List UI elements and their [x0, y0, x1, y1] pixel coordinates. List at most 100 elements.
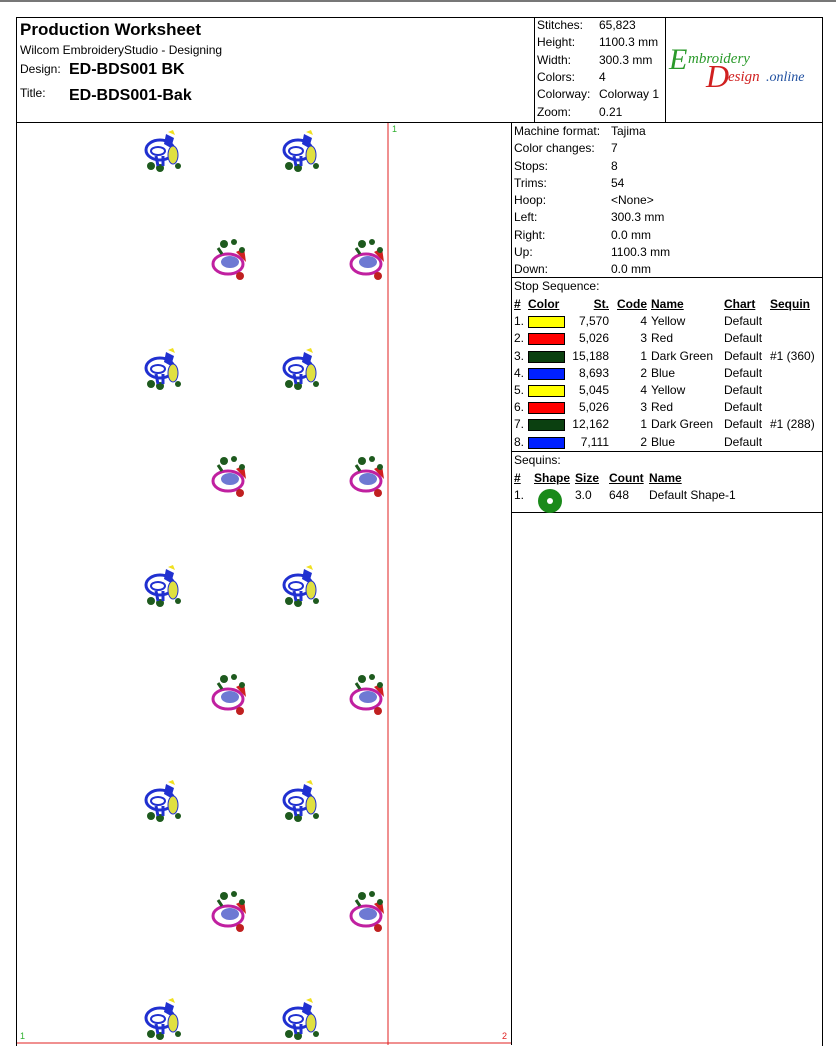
sequin-hole — [547, 498, 553, 505]
svg-text:esign: esign — [728, 69, 760, 85]
stat-label: Colors: — [537, 69, 576, 84]
column-header-st: St. — [593, 297, 609, 312]
stat-row: Colorway: Colorway 1 — [537, 87, 659, 102]
stat-value: 65,823 — [599, 18, 636, 32]
stitch-count: 12,162 — [572, 417, 609, 432]
color-swatch — [528, 367, 565, 380]
machine-row: Machine format: Tajima — [512, 123, 822, 140]
stat-value: 1100.3 mm — [599, 35, 659, 50]
color-code: 1 — [640, 417, 647, 432]
column-header-color: Color — [528, 297, 560, 312]
color-code: 3 — [640, 331, 647, 346]
svg-text:.online: .online — [766, 70, 805, 85]
end-marker: 2 — [502, 1031, 507, 1041]
sequin-header-num: # — [514, 471, 521, 486]
design-label: Design: — [20, 62, 61, 76]
machine-value: 0.0 mm — [611, 227, 652, 242]
stitch-count: 15,188 — [572, 348, 609, 363]
color-code: 3 — [640, 400, 647, 415]
machine-value: 0.0 mm — [611, 262, 652, 277]
stop-sequence-section: Stop Sequence: # Color St. Code Name Chart Seq… — [512, 278, 822, 452]
embroidery-motif — [211, 672, 248, 717]
color-swatch — [528, 402, 565, 415]
stat-label: Height: — [537, 35, 576, 50]
color-code: 2 — [640, 365, 647, 380]
machine-row: Stops: 8 — [512, 158, 822, 175]
machine-value: 8 — [611, 158, 618, 173]
machine-label: Right: — [514, 227, 546, 242]
stat-row: Width: 300.3 mm — [537, 52, 652, 67]
machine-label: Stops: — [514, 158, 549, 173]
stat-label: Colorway: — [537, 87, 591, 102]
embroidery-motif — [211, 454, 248, 499]
stat-row: Zoom: 0.21 — [537, 104, 622, 119]
chart-name: Default — [724, 365, 763, 380]
sequin-count: 648 — [609, 488, 630, 503]
stat-row: Stitches: 65,823 — [537, 18, 636, 32]
machine-row: Trims: 54 — [512, 175, 822, 192]
stitch-count: 8,693 — [578, 365, 609, 380]
stat-row: Colors: 4 — [537, 69, 606, 84]
embroidery-motif — [144, 346, 183, 392]
machine-label: Hoop: — [514, 193, 547, 208]
header-info: Production Worksheet Wilcom EmbroiderySt… — [16, 17, 535, 122]
color-swatch — [528, 385, 565, 398]
sequin-info: #1 (360) — [770, 348, 815, 363]
embroidery-motif — [144, 996, 183, 1042]
start-marker: 1 — [392, 124, 397, 134]
embroidery-motif — [211, 889, 248, 934]
machine-label: Left: — [514, 210, 538, 225]
machine-row: Color changes: 7 — [512, 140, 822, 157]
embroidery-motif — [144, 778, 183, 824]
stitch-count: 7,111 — [580, 434, 609, 449]
design-value: ED-BDS001 BK — [69, 61, 185, 78]
design-canvas: 1 1 2 — [17, 123, 511, 1045]
embroidery-motif — [349, 672, 386, 717]
stop-number: 8. — [514, 434, 525, 449]
machine-value: 1100.3 mm — [611, 245, 671, 260]
machine-row: Right: 0.0 mm — [512, 227, 822, 244]
sequins-section: Sequins: # Shape Size Count Name 1. 3.0 648 Defa… — [512, 452, 822, 514]
machine-row: Hoop: <None> — [512, 192, 822, 209]
embroidery-motif — [144, 128, 183, 174]
stat-label: Stitches: — [537, 18, 584, 32]
stop-number: 6. — [514, 400, 525, 415]
stop-number: 4. — [514, 365, 525, 380]
stitch-count: 5,026 — [578, 331, 609, 346]
color-swatch — [528, 316, 565, 329]
machine-label: Trims: — [514, 175, 547, 190]
color-name: Dark Green — [651, 348, 714, 363]
stat-label: Zoom: — [537, 104, 572, 119]
color-code: 2 — [640, 434, 647, 449]
color-swatch — [528, 436, 565, 449]
chart-name: Default — [724, 400, 763, 415]
stitch-count: 7,570 — [578, 314, 609, 329]
stat-value: Colorway 1 — [599, 87, 660, 102]
header-divider — [16, 122, 822, 123]
stop-number: 2. — [514, 331, 525, 346]
stat-value: 4 — [599, 69, 606, 84]
sequin-size: 3.0 — [575, 488, 592, 503]
stitch-count: 5,026 — [578, 400, 609, 415]
embroidery-motif — [282, 346, 321, 392]
color-name: Red — [651, 400, 674, 415]
stat-value: 0.21 — [599, 104, 623, 119]
color-code: 4 — [640, 314, 647, 329]
machine-value: 7 — [611, 141, 618, 156]
chart-name: Default — [724, 314, 763, 329]
color-name: Red — [651, 331, 674, 346]
column-header-code: Code — [617, 297, 647, 312]
chart-name: Default — [724, 434, 763, 449]
machine-value: 300.3 mm — [611, 210, 665, 225]
stitch-count: 5,045 — [578, 383, 609, 398]
machine-row: Left: 300.3 mm — [512, 209, 822, 226]
embroidery-motif — [349, 237, 386, 282]
start-marker: 1 — [20, 1031, 25, 1041]
stat-label: Width: — [537, 52, 572, 67]
svg-text:E: E — [668, 43, 687, 76]
title-value: ED-BDS001-Bak — [69, 87, 192, 104]
embroidery-motif — [144, 563, 183, 609]
machine-label: Color changes: — [514, 141, 595, 156]
svg-text:mbroidery: mbroidery — [688, 51, 750, 67]
sequin-header-name: Name — [649, 471, 682, 486]
